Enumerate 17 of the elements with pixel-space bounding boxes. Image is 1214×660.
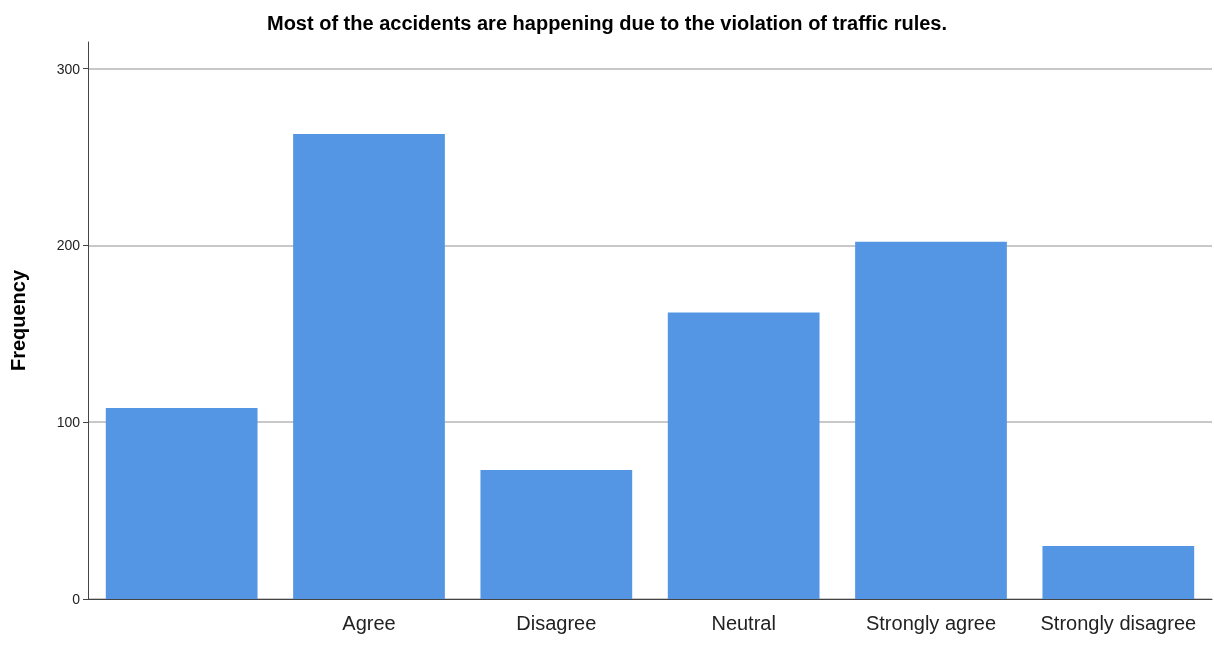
y-tick-label: 300 bbox=[56, 60, 81, 77]
bar bbox=[480, 469, 633, 599]
chart-title: Most of the accidents are happening due to the violation of traffic rules. bbox=[266, 12, 948, 34]
bar bbox=[1042, 545, 1195, 599]
y-tick-label: 200 bbox=[56, 237, 81, 254]
bar bbox=[293, 133, 445, 599]
x-tick-label: Neutral bbox=[711, 612, 776, 634]
y-axis-title: Frequency bbox=[7, 269, 29, 372]
bar bbox=[855, 241, 1007, 599]
bar bbox=[667, 312, 820, 599]
x-tick-label: Disagree bbox=[516, 612, 597, 634]
y-tick-label: 0 bbox=[72, 591, 81, 607]
x-tick-label: Strongly agree bbox=[865, 612, 997, 634]
x-tick-label: Strongly disagree bbox=[1040, 612, 1197, 634]
bar bbox=[105, 408, 258, 599]
x-tick-label: Agree bbox=[342, 612, 396, 634]
y-tick-label: 100 bbox=[56, 414, 81, 431]
